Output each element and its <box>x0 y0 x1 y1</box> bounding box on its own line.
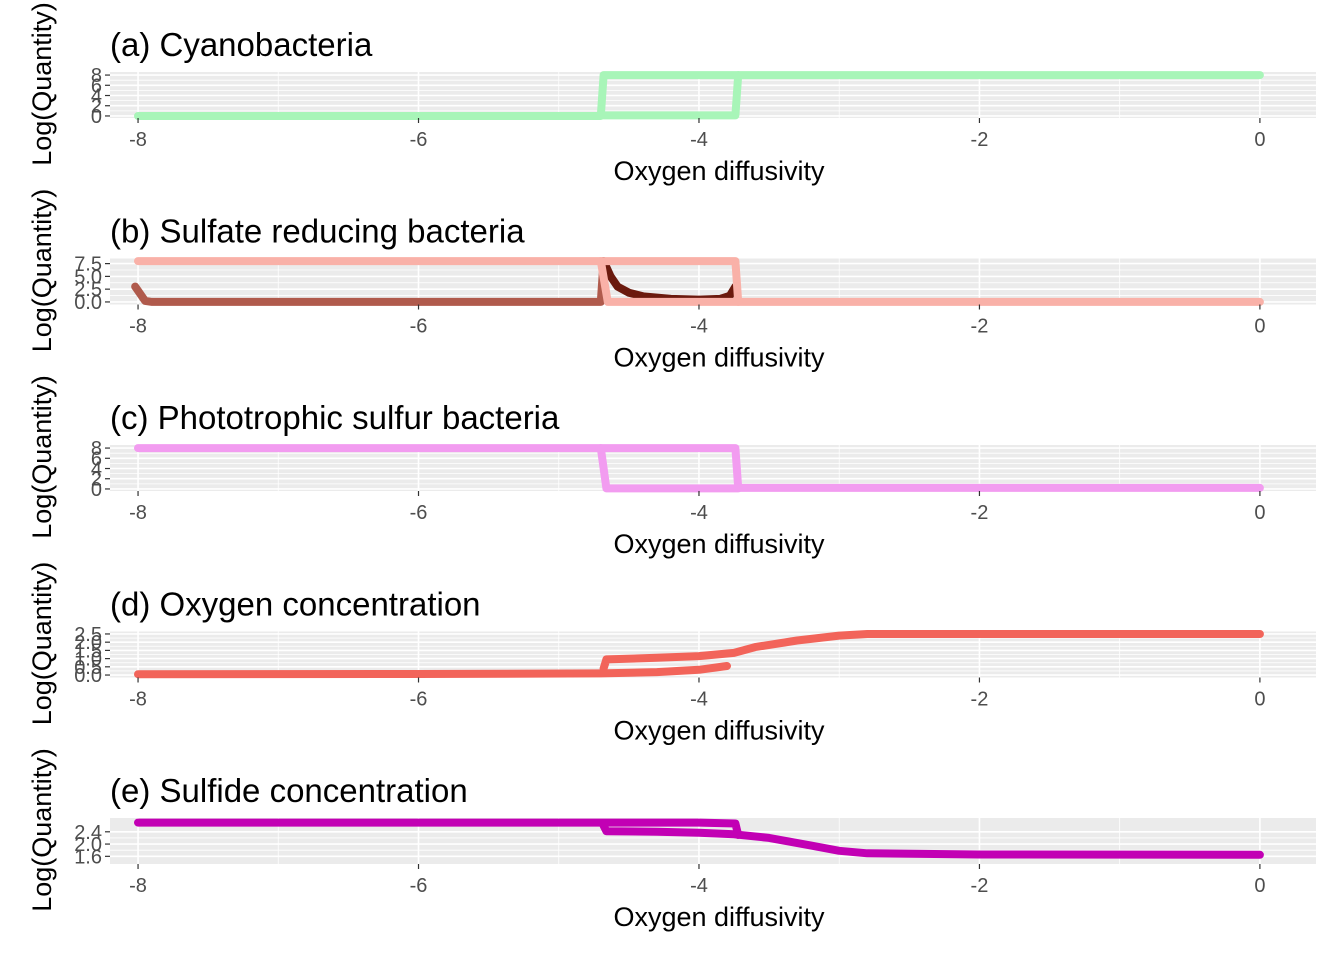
x-tick-label: -8 <box>129 129 147 151</box>
series-line-2 <box>599 821 1264 859</box>
x-tick-label: 0 <box>1254 316 1265 338</box>
x-tick-label: -4 <box>690 689 708 711</box>
y-tick-label: 5.0 <box>74 266 102 288</box>
y-axis-label: Log(Quantity) <box>27 375 57 539</box>
y-tick-label: 2.0 <box>74 632 102 654</box>
x-axis-label: Oxygen diffusivity <box>613 156 825 186</box>
panel-2: 0.02.55.07.5 -8 -6 -4 -2 0 (b) Sulfate reducin… <box>27 189 1316 373</box>
y-tick-label: 6 <box>91 448 102 470</box>
panel-title: (d) Oxygen concentration <box>110 586 481 623</box>
series-line-3 <box>134 257 1264 306</box>
y-tick-label: 7.5 <box>74 254 102 276</box>
x-axis-label: Oxygen diffusivity <box>613 902 825 932</box>
panel-title: (c) Phototrophic sulfur bacteria <box>110 399 560 436</box>
y-tick-label: 1.6 <box>74 846 102 868</box>
x-tick-label: -8 <box>129 502 147 524</box>
y-tick-label: 2.5 <box>74 624 102 646</box>
y-axis-label: Log(Quantity) <box>27 2 57 166</box>
x-tick-label: -2 <box>971 316 989 338</box>
y-tick-label: 1.5 <box>74 640 102 662</box>
series-line-1 <box>134 662 731 679</box>
panel-4: 0.00.51.01.52.02.5 -8 -6 -4 -2 0 (d) Oxygen co… <box>27 562 1316 746</box>
x-tick-label: -8 <box>129 689 147 711</box>
y-tick-label: 4 <box>91 459 102 481</box>
x-tick-label: 0 <box>1254 129 1265 151</box>
panel-title: (e) Sulfide concentration <box>110 772 468 809</box>
y-tick-label: 2.5 <box>74 279 102 301</box>
x-tick-label: 0 <box>1254 502 1265 524</box>
y-tick-label: 2.4 <box>74 822 102 844</box>
series-line-2 <box>596 444 743 493</box>
y-axis-label: Log(Quantity) <box>27 748 57 912</box>
y-tick-label: 2 <box>91 96 102 118</box>
y-tick-label: 0.0 <box>74 292 102 314</box>
x-tick-label: -4 <box>690 875 708 897</box>
x-tick-label: -2 <box>971 875 989 897</box>
series-line-1 <box>134 818 743 839</box>
x-tick-label: -2 <box>971 689 989 711</box>
x-tick-label: -6 <box>410 875 428 897</box>
series-line-2 <box>599 257 740 304</box>
y-tick-label: 4 <box>91 86 102 108</box>
x-tick-label: -2 <box>971 129 989 151</box>
y-tick-label: 0.0 <box>74 665 102 687</box>
x-tick-label: -6 <box>410 129 428 151</box>
y-tick-label: 8 <box>91 438 102 460</box>
x-tick-label: -2 <box>971 502 989 524</box>
series-line-2 <box>599 71 743 120</box>
x-axis-label: Oxygen diffusivity <box>613 716 825 746</box>
y-tick-label: 1.0 <box>74 649 102 671</box>
y-tick-label: 6 <box>91 75 102 97</box>
y-axis-label: Log(Quantity) <box>27 562 57 726</box>
x-tick-label: 0 <box>1254 875 1265 897</box>
x-tick-label: -6 <box>410 689 428 711</box>
series-line-2 <box>599 630 1264 673</box>
y-axis-label: Log(Quantity) <box>27 189 57 353</box>
x-tick-label: -8 <box>129 316 147 338</box>
series-line-4 <box>596 257 743 306</box>
x-tick-label: -8 <box>129 875 147 897</box>
y-tick-label: 0 <box>91 106 102 128</box>
x-tick-label: -4 <box>690 129 708 151</box>
panel-title: (b) Sulfate reducing bacteria <box>110 213 525 250</box>
panel-title: (a) Cyanobacteria <box>110 26 373 63</box>
y-tick-label: 2 <box>91 469 102 491</box>
x-axis-label: Oxygen diffusivity <box>613 529 825 559</box>
panel-5: 1.62.02.4 -8 -6 -4 -2 0 (e) Sulfide concentrat… <box>27 748 1316 932</box>
y-tick-label: 0 <box>91 479 102 501</box>
x-axis-label: Oxygen diffusivity <box>613 343 825 373</box>
x-tick-label: 0 <box>1254 689 1265 711</box>
series-line-1 <box>134 71 1264 120</box>
x-tick-label: -4 <box>690 502 708 524</box>
y-tick-label: 8 <box>91 65 102 87</box>
x-tick-label: -4 <box>690 316 708 338</box>
x-tick-label: -6 <box>410 502 428 524</box>
y-tick-label: 2.0 <box>74 834 102 856</box>
y-tick-label: 0.5 <box>74 657 102 679</box>
x-tick-label: -6 <box>410 316 428 338</box>
series-line-1 <box>134 444 1264 492</box>
